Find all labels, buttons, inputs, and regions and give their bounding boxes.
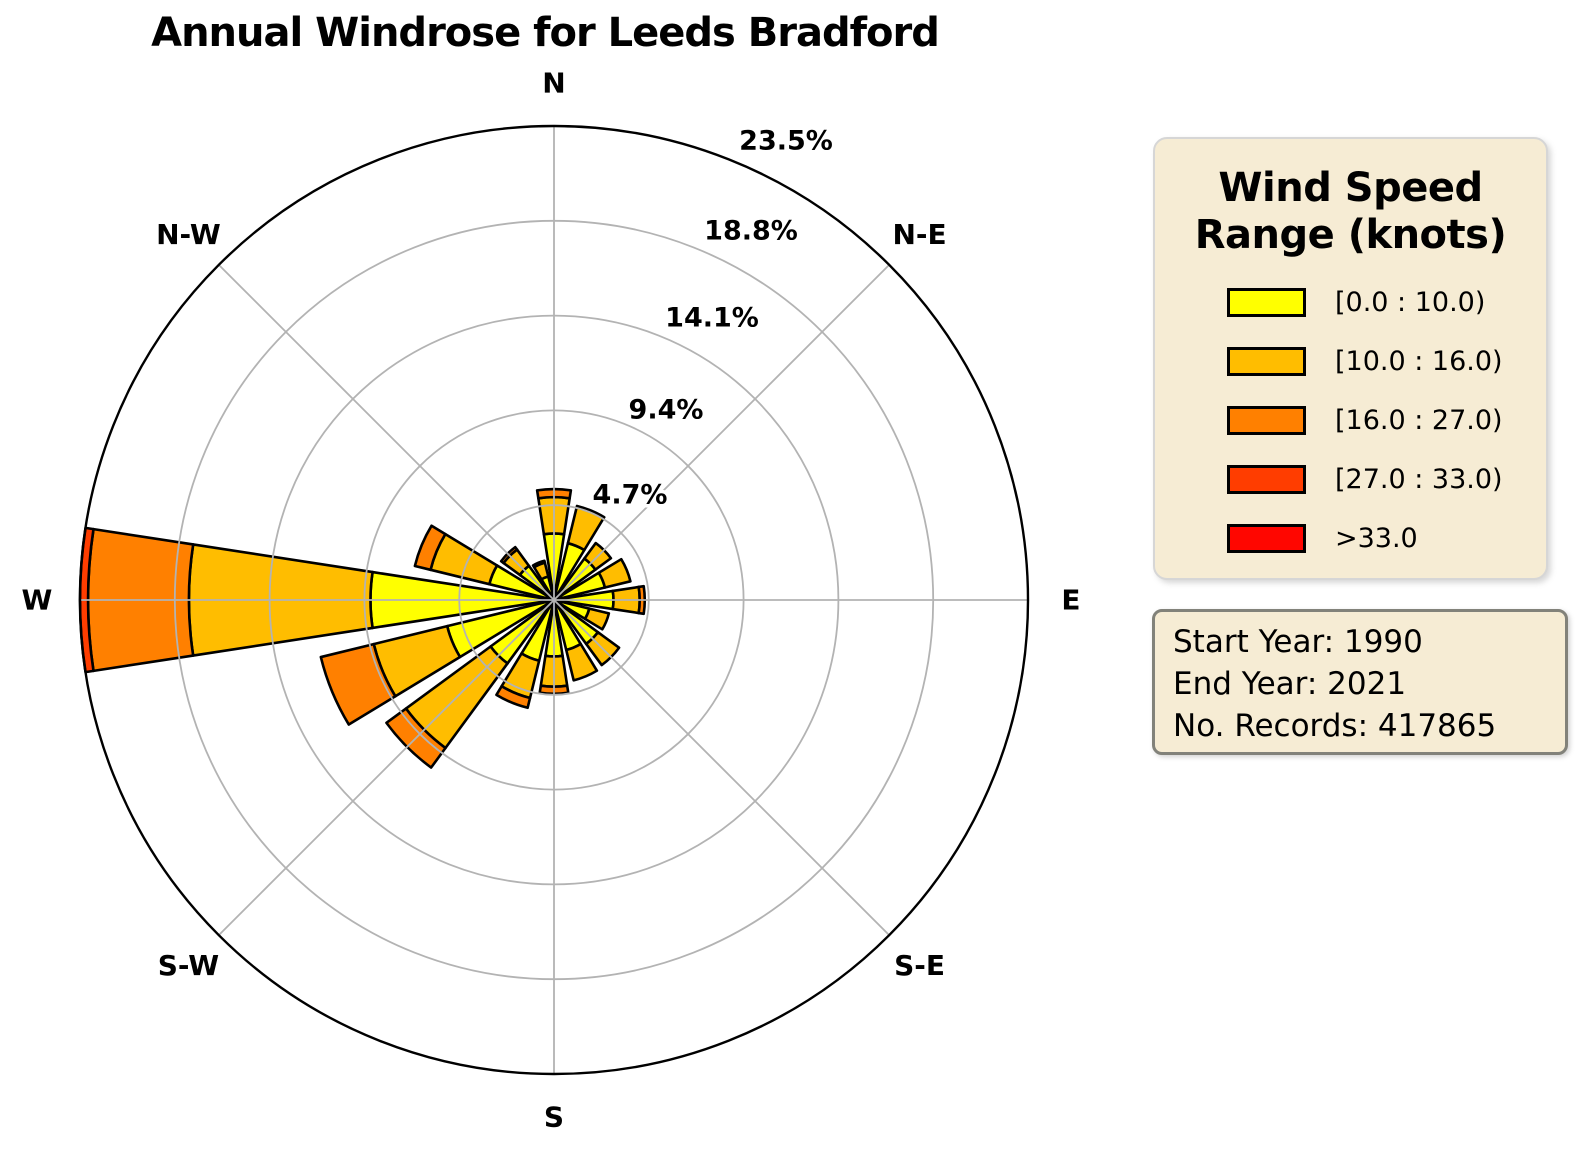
petal-segment — [413, 524, 447, 572]
petals-group — [78, 487, 647, 769]
compass-label: W — [22, 584, 53, 617]
legend-swatch — [1227, 524, 1306, 553]
info-records: No. Records: 417865 — [1173, 708, 1497, 744]
petal-segment — [319, 642, 397, 726]
radial-tick-label: 9.4% — [629, 395, 704, 426]
legend-item-label: [27.0 : 33.0) — [1335, 464, 1503, 495]
legend-item-label: [10.0 : 16.0) — [1335, 346, 1503, 377]
compass-label: N-E — [892, 218, 946, 251]
legend-item-label: [0.0 : 10.0) — [1335, 287, 1486, 318]
info-start-year: Start Year: 1990 — [1173, 624, 1423, 660]
polar-grid — [79, 125, 1029, 1075]
grid-spoke — [218, 599, 555, 936]
radial-tick-labels: 4.7% 9.4% 14.1% 18.8% 23.5% — [589, 122, 836, 514]
legend-swatch — [1227, 465, 1306, 494]
petal-segment — [495, 684, 532, 710]
radial-tick-label: 23.5% — [739, 126, 833, 157]
compass-label: S-W — [158, 949, 220, 982]
compass-label: N-W — [156, 218, 221, 251]
legend-title-line1: Wind Speed — [1218, 165, 1483, 211]
grid-spoke — [553, 264, 890, 601]
legend-item-label: [16.0 : 27.0) — [1335, 405, 1503, 436]
petal-segment — [583, 607, 611, 631]
legend-title-line2: Range (knots) — [1194, 212, 1507, 258]
grid-spoke — [218, 264, 555, 601]
compass-labels: N N-E E S-E S S-W W N-W — [22, 67, 1081, 1134]
radial-tick-label: 14.1% — [665, 303, 759, 334]
legend-item: >33.0 — [1155, 509, 1546, 568]
radial-tick-label: 4.7% — [593, 480, 668, 511]
petal-segment — [531, 559, 547, 569]
legend-item: [10.0 : 16.0) — [1155, 332, 1546, 391]
petal-segment — [564, 642, 599, 682]
legend-swatch — [1227, 406, 1306, 435]
compass-label: S — [544, 1101, 564, 1134]
legend-swatch — [1227, 288, 1306, 317]
info-end-year: End Year: 2021 — [1173, 666, 1407, 702]
legend-item: [0.0 : 10.0) — [1155, 273, 1546, 332]
info-box: Start Year: 1990 End Year: 2021 No. Reco… — [1152, 609, 1568, 755]
legend-items: [0.0 : 10.0) [10.0 : 16.0) [16.0 : 27.0) [2… — [1155, 273, 1546, 568]
legend-title: Wind Speed Range (knots) — [1163, 165, 1538, 259]
legend-swatch — [1227, 347, 1306, 376]
compass-label: E — [1061, 584, 1080, 617]
legend-item: [27.0 : 33.0) — [1155, 450, 1546, 509]
grid-spoke — [553, 599, 890, 936]
compass-label: N — [542, 67, 565, 100]
compass-label: S-E — [894, 949, 945, 982]
legend-box: Wind Speed Range (knots) [0.0 : 10.0) [10… — [1153, 137, 1548, 580]
chart-title: Annual Windrose for Leeds Bradford — [151, 10, 940, 56]
legend-item-label: >33.0 — [1335, 523, 1418, 554]
legend-item: [16.0 : 27.0) — [1155, 391, 1546, 450]
outer-circle — [78, 124, 1030, 1076]
petal-segment — [566, 504, 606, 552]
radial-tick-label: 18.8% — [704, 216, 798, 247]
petal-segment — [597, 557, 632, 589]
